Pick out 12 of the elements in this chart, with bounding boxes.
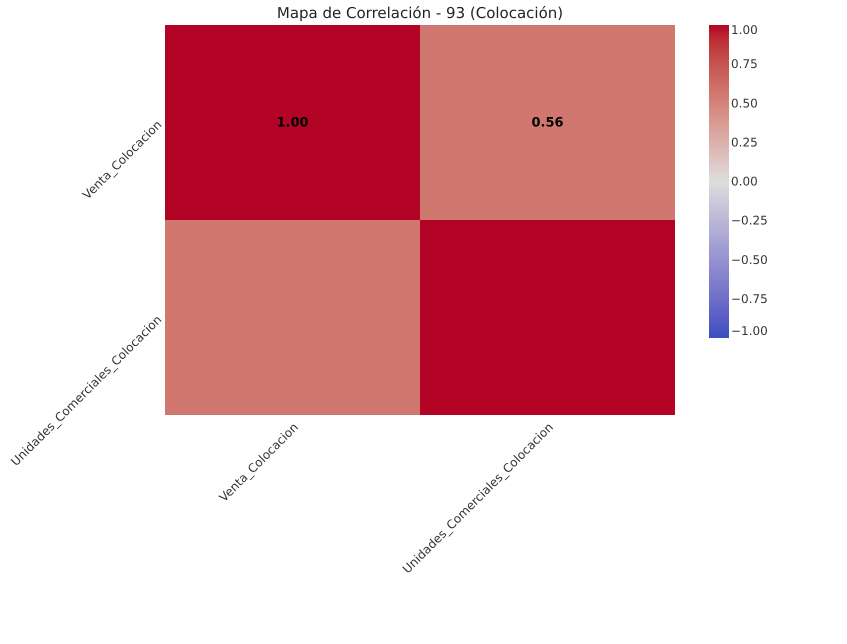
color-bar-label: 0.75 xyxy=(731,57,758,72)
color-bar-label: 0.00 xyxy=(731,174,758,188)
color-bar-label: 0.25 xyxy=(731,135,758,150)
color-bar-label: −0.75 xyxy=(731,292,768,306)
color-bar-label: −1.00 xyxy=(731,324,768,338)
color-bar-label: −0.25 xyxy=(731,214,768,228)
color-bar-label: 1.00 xyxy=(731,23,758,37)
color-bar-label: −0.50 xyxy=(731,252,768,267)
data-label: 0.56 xyxy=(531,116,564,130)
data-label: 1.00 xyxy=(276,116,309,130)
color-bar-label: 0.50 xyxy=(731,96,758,110)
chart-title: Mapa de Correlación - 93 (Colocación) xyxy=(276,4,564,22)
